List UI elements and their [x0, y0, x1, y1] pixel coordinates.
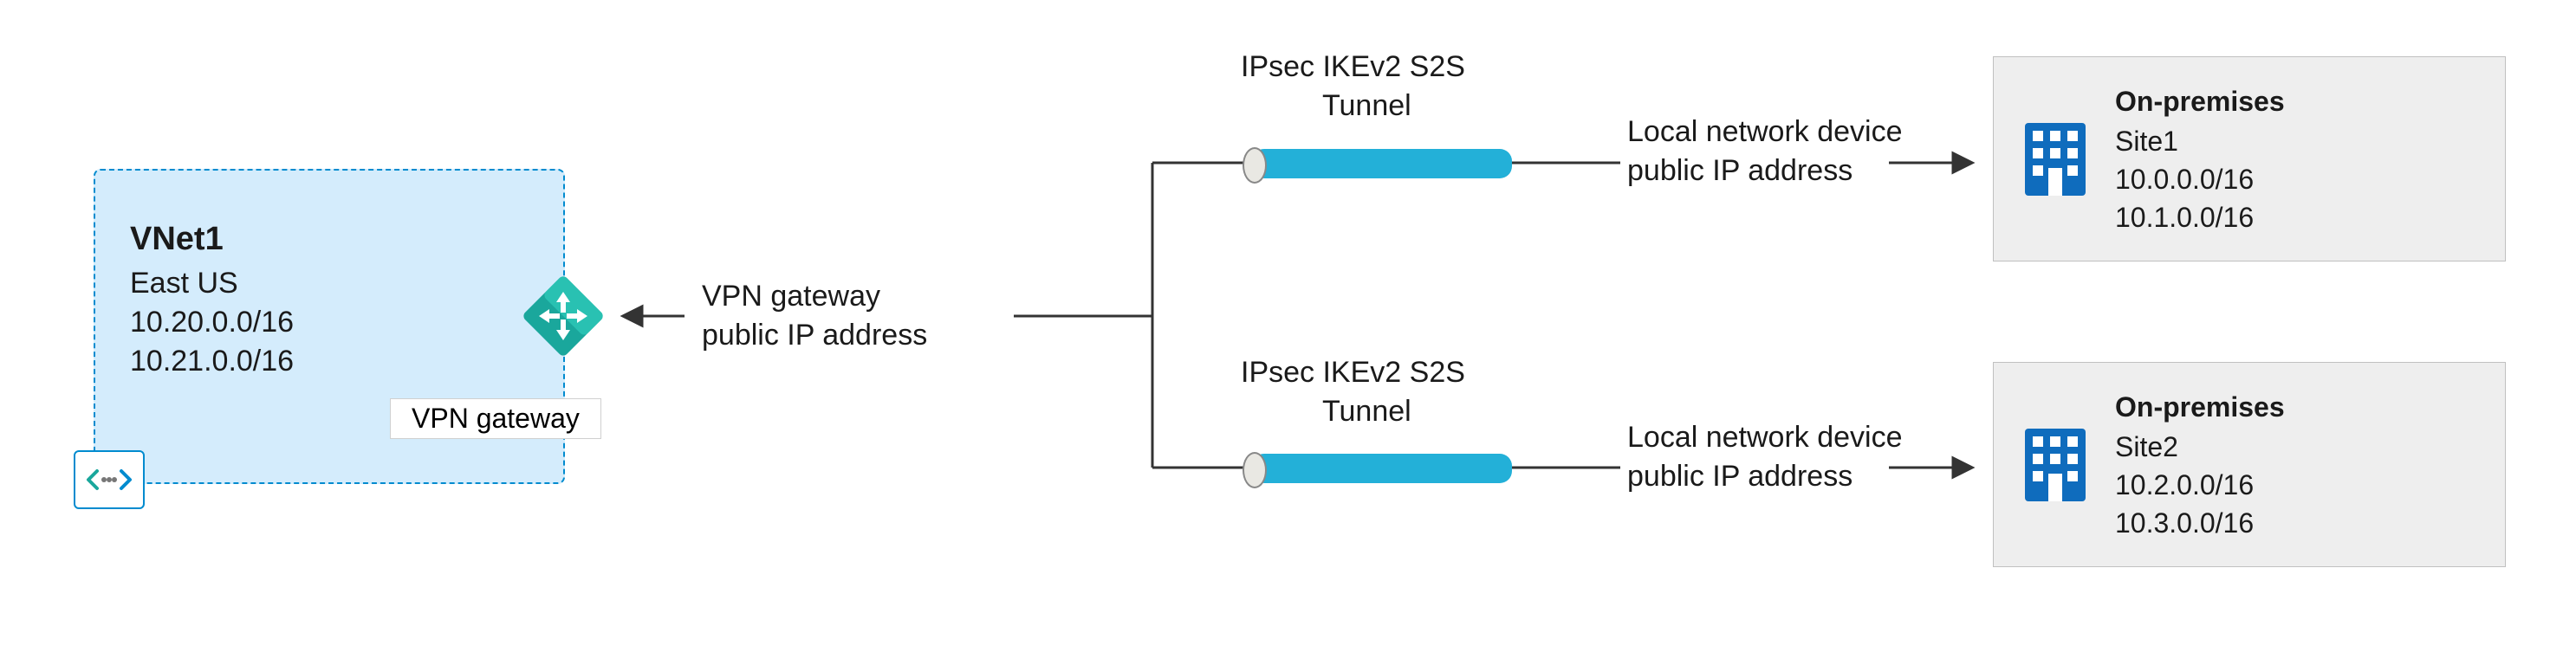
site2-cidr1: 10.2.0.0/16	[2115, 467, 2254, 504]
diagram-canvas: VNet1 East US 10.20.0.0/16 10.21.0.0/16 …	[0, 0, 2576, 652]
vnet-icon	[74, 450, 145, 509]
vnet-cidr-1: 10.20.0.0/16	[130, 303, 294, 343]
site1-cidr2: 10.1.0.0/16	[2115, 199, 2254, 236]
site1-title: On-premises	[2115, 83, 2285, 120]
tunnel2-tube	[1252, 454, 1512, 483]
vnet-region: East US	[130, 264, 238, 304]
building-icon	[2021, 119, 2089, 199]
tunnel2-label-2: Tunnel	[1322, 392, 1411, 432]
vpn-gateway-icon	[520, 273, 607, 359]
tunnel2-label-1: IPsec IKEv2 S2S	[1241, 353, 1465, 393]
local1-text-1: Local network device	[1627, 113, 1903, 152]
tunnel2-cap	[1243, 452, 1267, 488]
vpn-gateway-label: VPN gateway	[390, 398, 601, 439]
tunnel1-label-1: IPsec IKEv2 S2S	[1241, 48, 1465, 87]
tunnel1-cap	[1243, 147, 1267, 184]
site2-cidr2: 10.3.0.0/16	[2115, 505, 2254, 542]
tunnel1-tube	[1252, 149, 1512, 178]
building-icon	[2021, 425, 2089, 505]
local2-text-2: public IP address	[1627, 457, 1853, 497]
vnet-cidr-2: 10.21.0.0/16	[130, 342, 294, 382]
local2-text-1: Local network device	[1627, 418, 1903, 458]
local1-text-2: public IP address	[1627, 152, 1853, 191]
site1-cidr1: 10.0.0.0/16	[2115, 161, 2254, 198]
site1-box: On-premises Site1 10.0.0.0/16 10.1.0.0/1…	[1993, 56, 2506, 261]
gw-text-2: public IP address	[702, 316, 927, 356]
site2-title: On-premises	[2115, 389, 2285, 426]
site2-name: Site2	[2115, 429, 2178, 466]
site1-name: Site1	[2115, 123, 2178, 160]
vnet-title: VNet1	[130, 221, 224, 258]
tunnel1-label-2: Tunnel	[1322, 87, 1411, 126]
site2-box: On-premises Site2 10.2.0.0/16 10.3.0.0/1…	[1993, 362, 2506, 567]
gw-text-1: VPN gateway	[702, 277, 880, 317]
